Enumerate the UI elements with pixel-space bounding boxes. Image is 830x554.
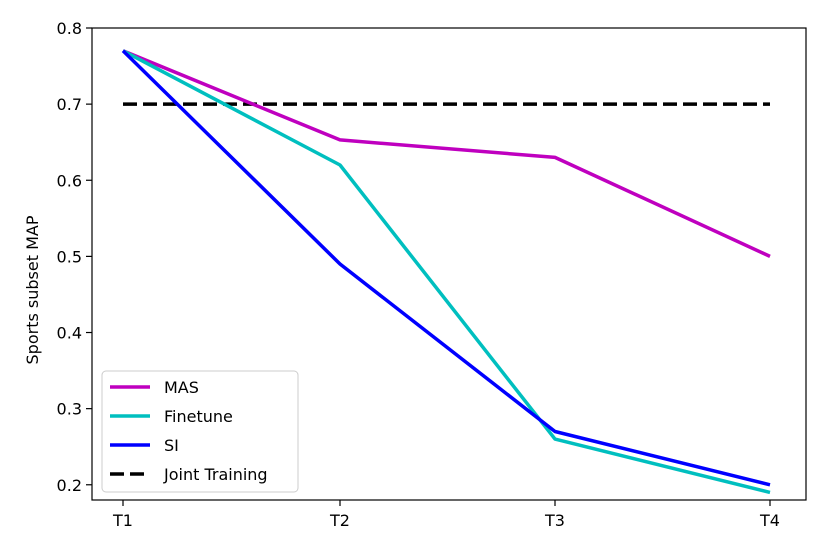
legend-label: Joint Training (163, 465, 268, 484)
series-line-mas (122, 49, 771, 258)
y-tick-label: 0.5 (57, 247, 82, 266)
plot-border (91, 27, 807, 501)
y-tick-label: 0.2 (57, 476, 82, 495)
x-axis: T1 T2 T3 T4 (112, 500, 780, 530)
x-tick-label: T2 (329, 511, 350, 530)
y-tick-label: 0.4 (57, 324, 82, 343)
legend: MAS Finetune SI Joint Training (101, 370, 299, 493)
y-tick-label: 0.8 (57, 19, 82, 38)
y-tick-label: 0.7 (57, 95, 82, 114)
series-line-finetune (122, 49, 771, 495)
legend-label: SI (164, 436, 179, 455)
legend-box (101, 370, 299, 493)
y-axis-label: Sports subset MAP (23, 215, 42, 364)
x-tick-label: T3 (544, 511, 565, 530)
y-tick-label: 0.3 (57, 400, 82, 419)
y-axis: 0.2 0.3 0.4 0.5 0.6 0.7 0.8 (57, 19, 92, 495)
legend-label: Finetune (164, 407, 233, 426)
series-lines (121, 49, 771, 495)
y-tick-label: 0.6 (57, 171, 82, 190)
x-tick-label: T4 (759, 511, 780, 530)
legend-label: MAS (164, 378, 199, 397)
plot-area (91, 27, 807, 501)
series-line-si (121, 49, 771, 487)
x-tick-label: T1 (112, 511, 133, 530)
